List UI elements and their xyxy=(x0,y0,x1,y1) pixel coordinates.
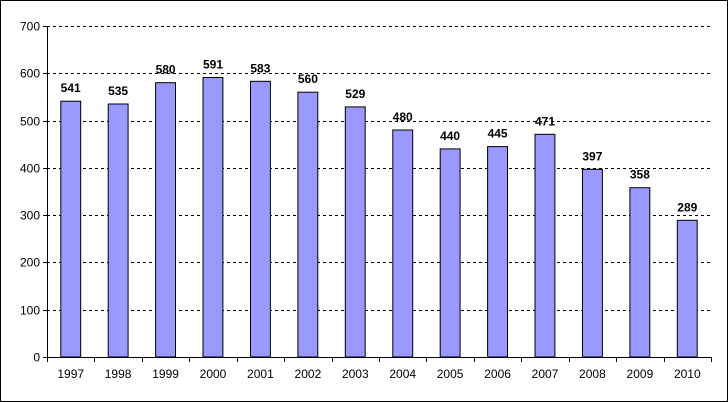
bar-2006 xyxy=(487,146,509,358)
y-tick-label-300: 300 xyxy=(20,209,40,223)
y-tick-label-600: 600 xyxy=(20,67,40,81)
bar-2000 xyxy=(202,77,224,358)
data-label-2010: 289 xyxy=(677,200,697,214)
bar-2010 xyxy=(676,219,698,358)
x-tick-label-1997: 1997 xyxy=(57,367,84,381)
y-tick-label-700: 700 xyxy=(20,20,40,34)
x-tick-label-2001: 2001 xyxy=(247,367,274,381)
x-tick-label-2000: 2000 xyxy=(200,367,227,381)
x-tick-label-2010: 2010 xyxy=(674,367,701,381)
y-tick-label-200: 200 xyxy=(20,256,40,270)
bar-1999 xyxy=(155,82,177,358)
bar-2005 xyxy=(439,148,461,358)
data-label-1998: 535 xyxy=(108,84,128,98)
y-tick-label-400: 400 xyxy=(20,162,40,176)
bar-2001 xyxy=(250,80,271,358)
y-tick-label-500: 500 xyxy=(20,115,40,129)
data-label-2005: 440 xyxy=(440,129,460,143)
x-tick-label-2002: 2002 xyxy=(295,367,322,381)
data-label-2007: 471 xyxy=(535,114,555,128)
bar-2003 xyxy=(344,106,366,358)
bar-2009 xyxy=(629,187,651,358)
data-label-2002: 560 xyxy=(298,72,318,86)
data-label-2001: 583 xyxy=(250,61,270,75)
bar-2007 xyxy=(534,133,556,358)
x-tick-label-2005: 2005 xyxy=(437,367,464,381)
data-label-2004: 480 xyxy=(393,110,413,124)
x-tick-label-2009: 2009 xyxy=(627,367,654,381)
x-tick-label-2003: 2003 xyxy=(342,367,369,381)
data-label-1997: 541 xyxy=(61,81,81,95)
x-tick-label-2004: 2004 xyxy=(389,367,416,381)
x-tick-label-1998: 1998 xyxy=(105,367,132,381)
x-tick-label-2008: 2008 xyxy=(579,367,606,381)
data-label-1999: 580 xyxy=(156,63,176,77)
bar-2008 xyxy=(582,168,603,358)
y-tick-label-100: 100 xyxy=(20,304,40,318)
bar-2004 xyxy=(392,129,414,358)
data-label-2006: 445 xyxy=(488,127,508,141)
x-tick-label-2006: 2006 xyxy=(484,367,511,381)
data-label-2008: 397 xyxy=(582,149,602,163)
bar-1997 xyxy=(60,100,82,358)
x-tick-label-2007: 2007 xyxy=(532,367,559,381)
x-tick-label-1999: 1999 xyxy=(152,367,179,381)
data-label-2009: 358 xyxy=(630,168,650,182)
bar-2002 xyxy=(297,91,319,358)
y-tick-label-0: 0 xyxy=(33,351,40,365)
bar-1998 xyxy=(107,103,129,358)
data-label-2000: 591 xyxy=(203,58,223,72)
data-label-2003: 529 xyxy=(345,87,365,101)
